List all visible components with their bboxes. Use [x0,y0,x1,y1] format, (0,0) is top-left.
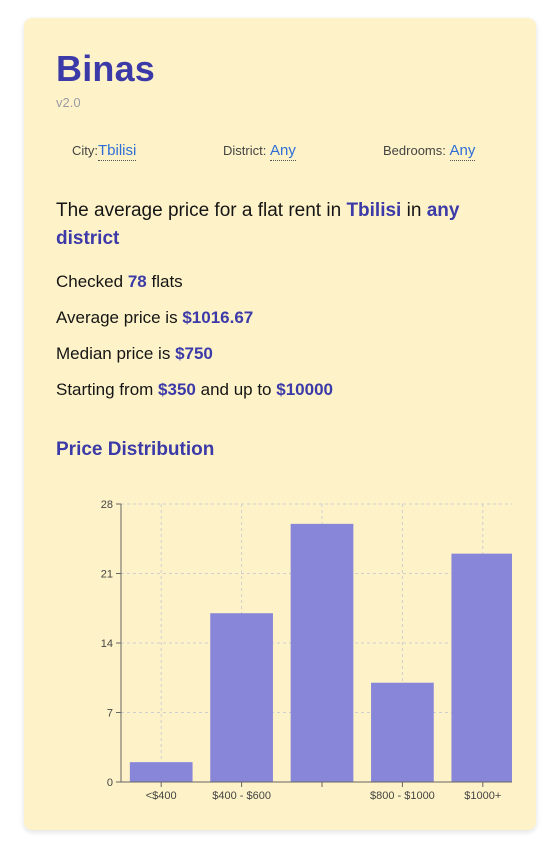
x-tick-label: $1000+ [464,790,501,802]
app-title: Binas [56,48,156,89]
price-distribution-chart: 0 7 14 21 28 <$400 $400 - $600 $800 - $1000 $100… [101,499,512,802]
summary-prefix: The average price for a flat rent in [56,200,342,221]
bar-4 [451,553,512,782]
city-filter-label: City: [72,143,98,158]
y-tick-label: 7 [107,708,113,720]
filters-bar: City:Tbilisi District: Any Bedrooms: Any [56,142,504,162]
section-title: Price Distribution [56,439,215,460]
y-tick-label: 14 [101,638,113,650]
checked-prefix: Checked [56,272,124,291]
x-tick-label: <$400 [146,790,177,802]
median-value: $750 [175,344,213,363]
app-version: v2.0 [56,95,81,110]
district-filter: District: Any [223,142,296,161]
bar-3 [371,682,434,782]
checked-count: 78 [127,272,147,291]
range-min: $350 [158,380,196,399]
bedrooms-filter: Bedrooms: Any [383,142,476,161]
y-tick-label: 0 [107,777,113,789]
average-stat: Average price is $1016.67 [56,308,253,328]
district-filter-label: District: [223,143,267,158]
y-tick-label: 28 [101,499,113,511]
summary-text: The average price for a flat rent in Tbi… [56,197,504,253]
range-stat: Starting from $350 and up to $10000 [56,380,333,400]
x-tick-label: $800 - $1000 [370,790,435,802]
range-max: $10000 [276,380,333,399]
bar-1 [210,613,273,782]
summary-district: any district [56,200,460,249]
city-filter-value[interactable]: Tbilisi [98,142,137,161]
price-card: Binas v2.0 City:Tbilisi District: Any Be… [24,18,536,830]
summary-mid: in [406,200,422,221]
x-tick-label: $400 - $600 [212,790,271,802]
range-prefix: Starting from [56,380,154,399]
bedrooms-filter-value[interactable]: Any [449,142,476,161]
checked-suffix: flats [151,272,183,291]
range-mid: and up to [200,380,272,399]
bar-0 [129,762,193,782]
y-tick-label: 21 [101,569,113,581]
summary-city: Tbilisi [346,200,402,221]
checked-stat: Checked 78 flats [56,272,183,292]
bar-2 [290,523,354,782]
average-prefix: Average price is [56,308,178,327]
district-filter-value[interactable]: Any [269,142,296,161]
city-filter: City:Tbilisi [72,142,137,161]
average-value: $1016.67 [182,308,254,327]
bedrooms-filter-label: Bedrooms: [383,143,446,158]
median-stat: Median price is $750 [56,344,213,364]
median-prefix: Median price is [56,344,171,363]
